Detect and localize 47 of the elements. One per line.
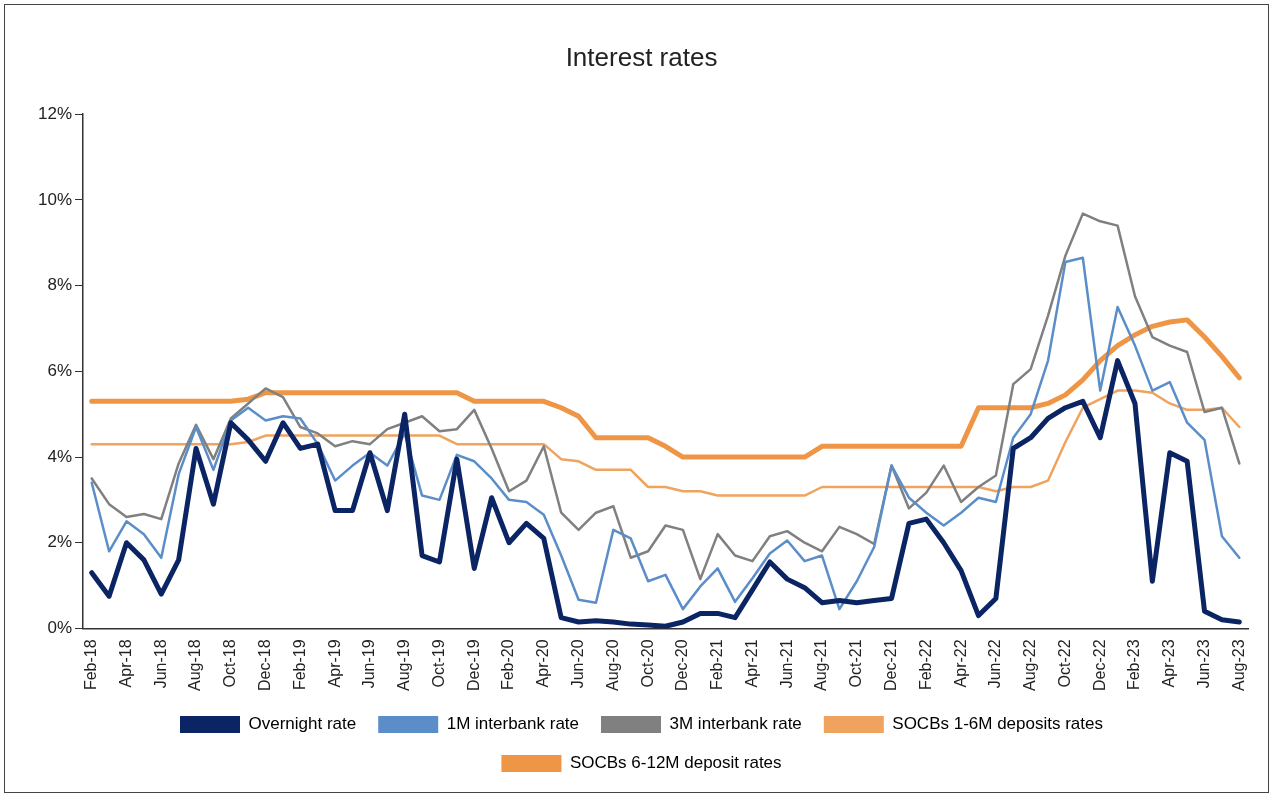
x-tick-label: Apr-20 [534, 639, 552, 688]
y-tick-label: 2% [47, 532, 73, 552]
x-tick-label: Apr-22 [951, 639, 969, 688]
x-tick-label: Jun-19 [360, 639, 378, 689]
x-tick-label: Dec-18 [256, 639, 273, 691]
y-tick-label: 4% [47, 446, 73, 466]
x-tick-label: Aug-21 [812, 639, 830, 691]
legend-label: Overnight rate [248, 714, 357, 734]
x-tick-label: Aug-18 [186, 639, 204, 691]
x-tick-label: Feb-22 [916, 639, 934, 691]
x-tick-label: Aug-19 [395, 639, 413, 691]
legend-label: SOCBs 6-12M deposit rates [569, 753, 782, 773]
x-tick-label: Aug-22 [1021, 639, 1039, 691]
x-tick-label: Oct-18 [221, 639, 239, 688]
x-tick-label: Dec-22 [1090, 639, 1108, 691]
y-tick-label: 12% [37, 103, 73, 123]
x-tick-label: Feb-20 [499, 639, 517, 691]
y-tick-label: 6% [47, 360, 73, 380]
x-tick-label: Oct-21 [847, 639, 865, 688]
x-tick-label: Dec-21 [881, 639, 899, 691]
y-tick-label: 8% [47, 275, 73, 295]
x-tick-label: Aug-23 [1229, 639, 1247, 691]
x-tick-label: Oct-22 [1055, 639, 1073, 688]
x-tick-label: Jun-18 [151, 639, 169, 689]
x-tick-label: Apr-18 [116, 639, 134, 688]
x-tick-label: Apr-19 [325, 639, 343, 688]
legend-label: 1M interbank rate [446, 714, 580, 734]
y-tick-label: 0% [47, 618, 73, 638]
x-tick-label: Dec-20 [673, 639, 691, 691]
x-tick-label: Feb-18 [82, 639, 100, 691]
y-tick-label: 10% [37, 189, 73, 209]
x-tick-label: Aug-20 [603, 639, 621, 691]
x-tick-label: Jun-22 [986, 639, 1004, 689]
x-tick-label: Dec-19 [464, 639, 482, 691]
x-tick-label: Oct-20 [638, 639, 656, 688]
x-tick-label: Feb-21 [708, 639, 726, 691]
x-tick-label: Jun-23 [1194, 639, 1212, 689]
x-tick-label: Feb-23 [1125, 639, 1143, 691]
x-tick-label: Oct-19 [429, 639, 447, 688]
x-tick-label: Apr-21 [742, 639, 760, 688]
chart-title: Interest rates [565, 41, 718, 72]
x-tick-label: Apr-23 [1160, 639, 1178, 688]
x-tick-label: Feb-19 [290, 639, 308, 691]
x-tick-label: Jun-20 [568, 639, 586, 689]
legend-label: 3M interbank rate [669, 714, 802, 734]
x-tick-label: Jun-21 [777, 639, 795, 689]
legend-label: SOCBs 1-6M deposits rates [892, 714, 1104, 734]
